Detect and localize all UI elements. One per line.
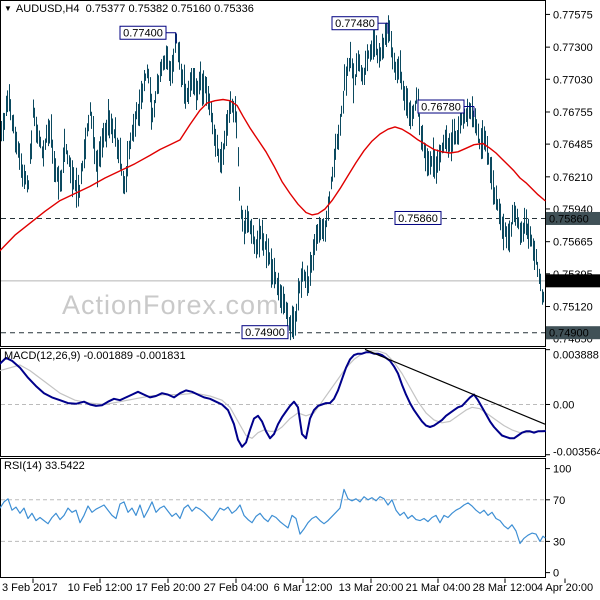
price-callout-box (331, 16, 379, 31)
main-pane-border (0, 0, 546, 347)
axis-level-badge (546, 211, 600, 225)
x-axis-label: 3 Feb 2017 (2, 582, 58, 594)
macd-indicator-label: MACD(12,26,9) -0.001889 -0.001831 (4, 350, 186, 362)
level-label-text: 0.75860 (398, 213, 438, 225)
macd-pane-border (0, 348, 546, 457)
axis-level-badge-text: 0.75860 (549, 213, 589, 225)
macd-main-line (0, 351, 546, 448)
level-label-text: 0.74900 (245, 327, 285, 339)
price-callout-text: 0.76780 (421, 102, 461, 114)
macd-trendline (364, 348, 546, 425)
current-price-badge-text: 0.75336 (549, 276, 589, 288)
x-axis-label: 21 Mar 04:00 (406, 582, 471, 594)
axis-level-badge-text: 0.74900 (549, 328, 589, 340)
macd-signal-line (0, 350, 546, 439)
y-axis-label: 0.76485 (553, 139, 593, 151)
rsi-line (0, 488, 546, 545)
price-callout-text: 0.77480 (335, 18, 375, 30)
x-axis-label: 27 Feb 04:00 (204, 582, 269, 594)
rsi-indicator-label: RSI(14) 33.5422 (4, 460, 85, 472)
y-axis-label: -0.003564 (553, 447, 600, 459)
y-axis-label: 0.77575 (553, 9, 593, 21)
y-axis-label: 70 (553, 495, 565, 507)
current-price-badge (546, 274, 600, 288)
level-label-box (241, 325, 289, 340)
symbol-label: AUDUSD,H4 (15, 3, 80, 15)
x-axis-label: 17 Feb 20:00 (136, 582, 201, 594)
y-axis-label: 0.75120 (553, 302, 593, 314)
x-axis-label: 28 Mar 12:00 (473, 582, 538, 594)
collapse-triangle-icon[interactable]: ▼ (4, 4, 12, 13)
y-axis-label: 0.76755 (553, 107, 593, 119)
axis-level-badge (546, 326, 600, 340)
ohlc-values: 0.75377 0.75382 0.75160 0.75336 (85, 3, 254, 15)
x-axis-label: 13 Mar 20:00 (339, 582, 404, 594)
price-bars (1, 15, 544, 341)
price-callout-text: 0.77400 (123, 28, 163, 40)
rsi-pane-border (0, 458, 546, 578)
price-callout-box (417, 99, 465, 114)
moving-average-line (0, 98, 546, 252)
y-axis-label: 0.77300 (553, 42, 593, 54)
y-axis-label: 0.77030 (553, 74, 593, 86)
y-axis-label: 0.75665 (553, 237, 593, 249)
price-callout-box (119, 25, 167, 40)
x-axis-label: 4 Apr 20:00 (537, 582, 593, 594)
y-axis-label: 100 (553, 464, 571, 476)
y-axis-label: 0 (553, 568, 559, 580)
y-axis-label: 0.003888 (553, 350, 599, 362)
x-axis-label: 10 Feb 12:00 (68, 582, 133, 594)
symbol-title: ▼ AUDUSD,H4 0.75377 0.75382 0.75160 0.753… (4, 3, 254, 15)
watermark: ActionForex.com (62, 290, 280, 320)
level-label-box (394, 210, 442, 225)
y-axis-label: 0.00 (553, 399, 574, 411)
y-axis-label: 0.76210 (553, 172, 593, 184)
x-axis-label: 6 Mar 12:00 (274, 582, 333, 594)
y-axis-label: 30 (553, 536, 565, 548)
